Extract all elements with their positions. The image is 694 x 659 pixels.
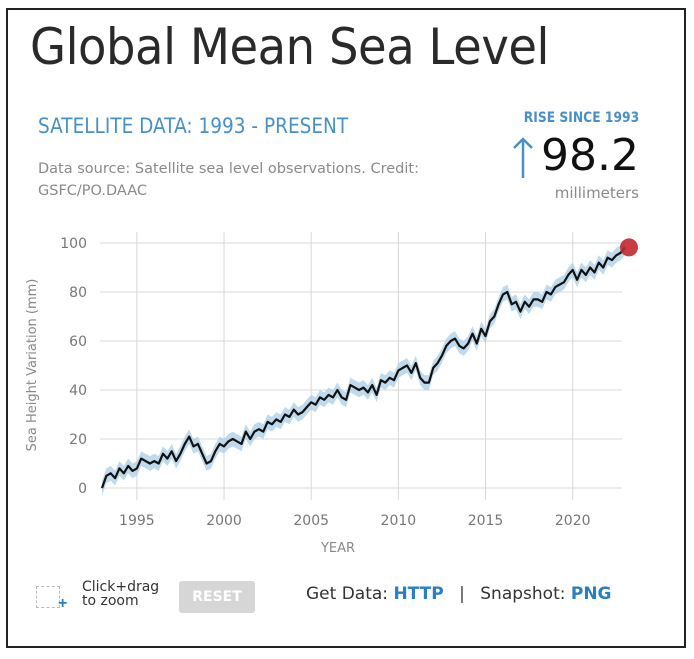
chart-subtitle: SATELLITE DATA: 1993 - PRESENT bbox=[38, 114, 349, 138]
latest-value-marker[interactable] bbox=[620, 238, 638, 257]
y-tick-label: 100 bbox=[60, 236, 87, 252]
y-tick-label: 60 bbox=[69, 334, 87, 350]
x-tick-label: 2020 bbox=[555, 513, 591, 529]
y-axis-title: Sea Height Variation (mm) bbox=[25, 279, 40, 452]
zoom-hint-line1: Click+drag bbox=[82, 579, 160, 595]
x-axis-title: YEAR bbox=[320, 541, 355, 556]
rise-label: RISE SINCE 1993 bbox=[523, 110, 639, 126]
drag-zoom-icon bbox=[36, 586, 60, 608]
page-title: Global Mean Sea Level bbox=[30, 18, 549, 76]
up-arrow-icon bbox=[513, 137, 533, 178]
y-tick-label: 0 bbox=[78, 481, 87, 497]
rise-value: 98.2 bbox=[541, 130, 639, 181]
x-axis-ticks: 1995 2000 2005 2010 2015 2020 bbox=[119, 513, 590, 529]
x-tick-label: 2000 bbox=[206, 513, 242, 529]
reset-button[interactable]: RESET bbox=[179, 581, 255, 613]
separator: | bbox=[459, 584, 465, 604]
uncertainty-band bbox=[102, 240, 625, 496]
x-tick-label: 2015 bbox=[468, 513, 504, 529]
data-links: Get Data: HTTP | Snapshot: PNG bbox=[306, 584, 612, 604]
x-tick-label: 2005 bbox=[293, 513, 329, 529]
y-axis-ticks: 0 20 40 60 80 100 bbox=[60, 236, 87, 497]
x-tick-label: 1995 bbox=[119, 513, 155, 529]
zoom-hint-line2: to zoom bbox=[82, 593, 139, 609]
y-tick-label: 40 bbox=[69, 383, 87, 399]
y-tick-label: 80 bbox=[69, 285, 87, 301]
http-link[interactable]: HTTP bbox=[393, 584, 444, 604]
data-source-note: Data source: Satellite sea level observa… bbox=[38, 161, 419, 199]
zoom-hint: + Click+drag to zoom bbox=[36, 580, 159, 616]
rise-unit: millimeters bbox=[554, 184, 639, 202]
zoom-hint-text: Click+drag to zoom bbox=[82, 580, 159, 608]
sea-level-line bbox=[100, 246, 626, 489]
plus-icon: + bbox=[58, 595, 68, 612]
y-tick-label: 20 bbox=[69, 432, 87, 448]
png-link[interactable]: PNG bbox=[570, 584, 612, 604]
snapshot-label: Snapshot: bbox=[480, 584, 566, 604]
x-tick-label: 2010 bbox=[381, 513, 417, 529]
get-data-label: Get Data: bbox=[306, 584, 389, 604]
